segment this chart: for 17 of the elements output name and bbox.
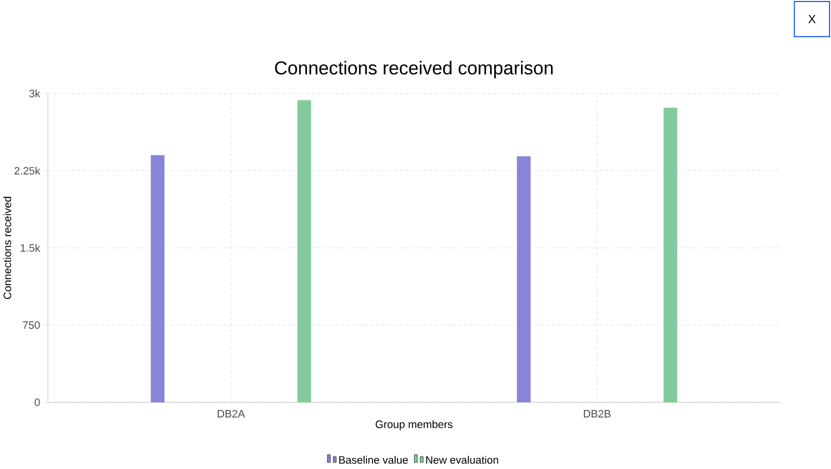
y-tick-label: 0: [34, 398, 40, 406]
chart-title: Connections received comparison: [275, 60, 553, 78]
bar: [516, 156, 531, 402]
text: X: [808, 14, 816, 23]
bar: [664, 108, 678, 402]
y-tick-label: 1.5k: [20, 244, 40, 252]
y-axis-title: Connections received: [3, 196, 12, 299]
legend-label: New evaluation: [426, 456, 498, 464]
bar: [150, 155, 164, 402]
y-tick-label: 750: [22, 321, 40, 329]
bar: [297, 100, 312, 402]
x-axis-title: Group members: [376, 420, 452, 430]
legend-label: Baseline value: [339, 456, 408, 464]
y-tick-label: 2.25k: [14, 166, 40, 174]
y-tick-label: 3k: [29, 89, 40, 98]
x-tick-label: DB2B: [584, 410, 611, 418]
x-tick-label: DB2A: [218, 410, 245, 418]
